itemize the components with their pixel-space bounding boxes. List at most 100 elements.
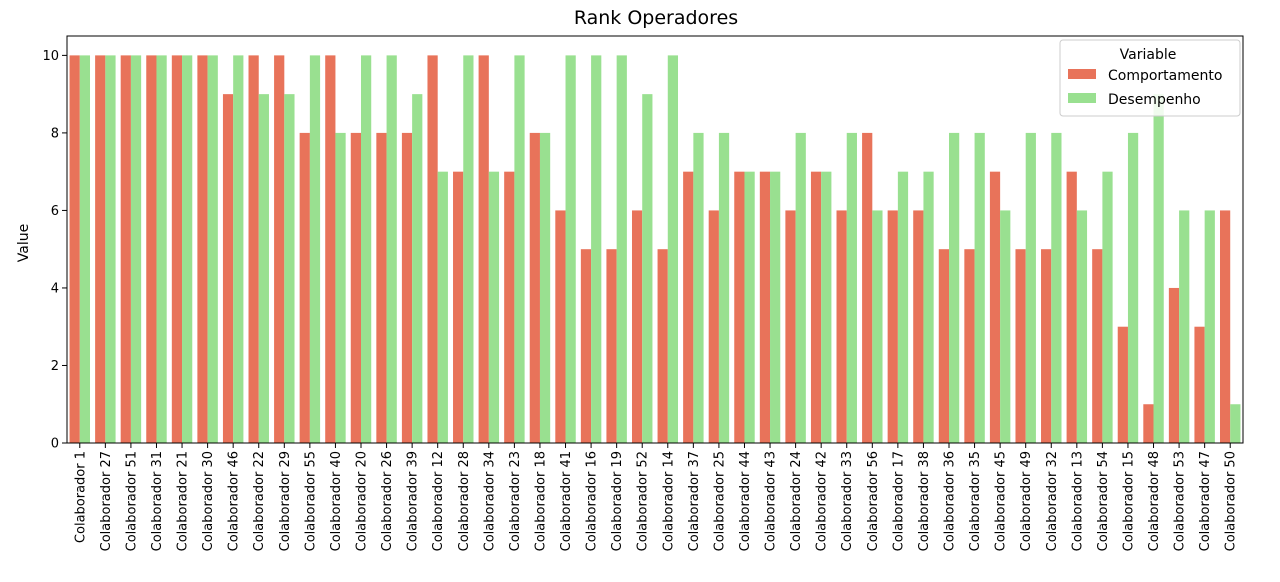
legend-label-desempenho: Desempenho (1108, 92, 1201, 108)
bar-desempenho-colaborador-55 (309, 55, 321, 443)
bar-comportamento-colaborador-34 (478, 55, 489, 443)
x-tick-label: Colaborador 17 (891, 451, 906, 551)
x-tick-label: Colaborador 51 (124, 451, 139, 551)
bar-desempenho-colaborador-44 (744, 171, 755, 444)
x-tick-label: Colaborador 13 (1070, 451, 1085, 551)
bar-comportamento-colaborador-53 (1168, 287, 1180, 443)
plot-border (66, 35, 1244, 444)
x-tick-label: Colaborador 23 (508, 451, 523, 551)
bar-comportamento-colaborador-38 (913, 210, 924, 443)
bar-desempenho-colaborador-22 (258, 94, 269, 443)
y-axis-label: Value (16, 224, 32, 262)
bar-comportamento-colaborador-35 (964, 249, 975, 443)
bar-comportamento-colaborador-23 (504, 171, 515, 444)
bar-desempenho-colaborador-50 (1230, 404, 1241, 443)
plot-frame (66, 35, 1244, 444)
y-tick-label: 4 (51, 281, 59, 296)
bar-desempenho-colaborador-21 (182, 55, 193, 443)
bar-comportamento-colaborador-19 (606, 249, 617, 443)
bar-desempenho-colaborador-51 (130, 55, 142, 443)
x-tick-label: Colaborador 30 (201, 451, 216, 551)
bar-comportamento-colaborador-22 (248, 55, 259, 443)
y-tick-label: 0 (51, 437, 59, 452)
legend-label-comportamento: Comportamento (1108, 68, 1222, 84)
bar-desempenho-colaborador-19 (616, 55, 627, 443)
y-tick-label: 6 (51, 204, 59, 219)
x-tick-label: Colaborador 38 (917, 451, 932, 551)
bar-desempenho-colaborador-41 (565, 55, 576, 443)
x-tick-label: Colaborador 54 (1096, 451, 1111, 551)
bar-comportamento-colaborador-55 (299, 132, 310, 443)
x-tick-label: Colaborador 44 (738, 451, 753, 551)
x-tick-label: Colaborador 37 (687, 451, 702, 551)
bar-comportamento-colaborador-16 (580, 249, 592, 443)
x-tick-label: Colaborador 56 (866, 451, 881, 551)
x-tick-label: Colaborador 26 (380, 451, 395, 551)
bar-desempenho-colaborador-29 (284, 94, 295, 443)
x-tick-label: Colaborador 45 (994, 451, 1009, 551)
bar-desempenho-colaborador-37 (693, 132, 704, 443)
bar-comportamento-colaborador-27 (95, 55, 106, 443)
bar-comportamento-colaborador-26 (376, 132, 387, 443)
bar-comportamento-colaborador-52 (631, 210, 643, 443)
bar-comportamento-colaborador-48 (1143, 404, 1154, 443)
x-tick-label: Colaborador 28 (457, 451, 472, 551)
bar-comportamento-colaborador-12 (427, 55, 438, 443)
legend-title: Variable (1120, 47, 1177, 63)
bar-comportamento-colaborador-14 (657, 249, 668, 443)
bar-comportamento-colaborador-39 (401, 132, 413, 443)
x-tick-label: Colaborador 55 (303, 451, 318, 551)
bar-desempenho-colaborador-26 (386, 55, 397, 443)
bar-comportamento-colaborador-21 (171, 55, 183, 443)
x-tick-label: Colaborador 27 (99, 451, 114, 551)
x-tick-label: Colaborador 35 (968, 451, 983, 551)
x-tick-label: Colaborador 53 (1173, 451, 1188, 551)
bar-comportamento-colaborador-18 (529, 132, 540, 443)
bar-comportamento-colaborador-30 (197, 55, 208, 443)
legend-swatch-desempenho (1068, 93, 1096, 103)
bar-desempenho-colaborador-28 (463, 55, 474, 443)
bar-desempenho-colaborador-56 (872, 210, 883, 443)
x-tick-label: Colaborador 43 (764, 451, 779, 551)
bar-desempenho-colaborador-54 (1102, 171, 1113, 444)
chart-title: Rank Operadores (574, 7, 738, 29)
bar-desempenho-colaborador-45 (1000, 210, 1011, 443)
x-tick-label: Colaborador 19 (610, 451, 625, 551)
y-tick-label: 2 (51, 359, 59, 374)
bar-desempenho-colaborador-32 (1051, 132, 1062, 443)
bar-desempenho-colaborador-13 (1076, 210, 1088, 443)
bar-comportamento-colaborador-49 (1015, 249, 1026, 443)
bar-desempenho-colaborador-34 (488, 171, 500, 444)
x-tick-label: Colaborador 29 (278, 451, 293, 551)
x-tick-label: Colaborador 15 (1121, 451, 1136, 551)
bar-comportamento-colaborador-33 (836, 210, 847, 443)
bar-desempenho-colaborador-53 (1179, 210, 1190, 443)
bar-desempenho-colaborador-24 (795, 132, 806, 443)
x-tick-label: Colaborador 50 (1224, 451, 1239, 551)
x-tick-label: Colaborador 22 (252, 451, 267, 551)
bar-comportamento-colaborador-17 (887, 210, 898, 443)
bar-desempenho-colaborador-47 (1204, 210, 1215, 443)
x-tick-label: Colaborador 12 (431, 451, 446, 551)
x-tick-label: Colaborador 33 (840, 451, 855, 551)
bar-desempenho-colaborador-27 (105, 55, 116, 443)
bar-comportamento-colaborador-54 (1092, 249, 1103, 443)
bar-comportamento-colaborador-13 (1066, 171, 1077, 444)
bar-desempenho-colaborador-20 (361, 55, 372, 443)
bar-comportamento-colaborador-20 (350, 132, 361, 443)
x-tick-label: Colaborador 49 (1019, 451, 1034, 551)
x-tick-label: Colaborador 16 (585, 451, 600, 551)
bar-desempenho-colaborador-42 (821, 171, 832, 444)
bar-comportamento-colaborador-40 (325, 55, 336, 443)
bar-comportamento-colaborador-37 (683, 171, 694, 444)
x-tick-label: Colaborador 40 (329, 451, 344, 551)
bar-comportamento-colaborador-31 (146, 55, 157, 443)
x-tick-label: Colaborador 32 (1045, 451, 1060, 551)
bar-desempenho-colaborador-46 (233, 55, 244, 443)
x-tick-label: Colaborador 1 (73, 451, 88, 543)
x-tick-label: Colaborador 20 (355, 451, 370, 551)
x-tick-label: Colaborador 24 (789, 451, 804, 551)
bar-comportamento-colaborador-15 (1117, 326, 1128, 443)
